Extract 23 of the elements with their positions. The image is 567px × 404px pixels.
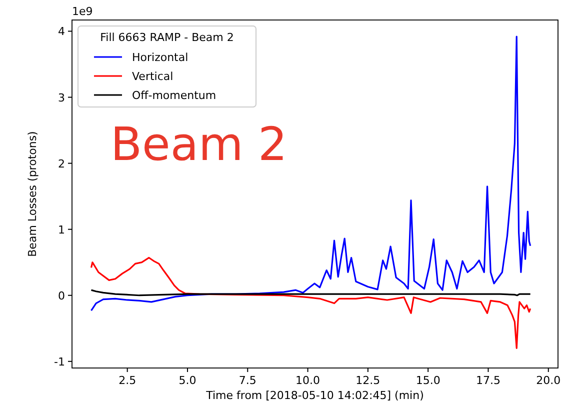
x-tick-label: 17.5	[476, 374, 500, 387]
legend-label: Horizontal	[132, 51, 188, 64]
line-series	[90, 256, 532, 349]
x-axis-title: Time from [2018-05-10 14:02:45] (min)	[205, 389, 424, 402]
x-tick-label: 15.0	[416, 374, 440, 387]
x-tick-label: 20.0	[536, 374, 561, 387]
y-tick-label: 2	[58, 157, 65, 170]
annotation: Beam 2	[110, 116, 288, 171]
legend-label: Vertical	[132, 70, 174, 83]
y-tick-label: 3	[58, 91, 65, 104]
text: 1e9	[72, 5, 93, 18]
x-tick-label: 5.0	[178, 374, 196, 387]
y-tick-label: 0	[58, 289, 65, 302]
x-tick-label: 2.5	[118, 374, 136, 387]
y-axis-title: Beam Losses (protons)	[26, 131, 39, 257]
legend-label: Off-momentum	[132, 89, 216, 102]
x-tick-label: 7.5	[238, 374, 256, 387]
x-tick-label: 12.5	[356, 374, 380, 387]
y-tick-label: 4	[58, 25, 65, 38]
y-tick-label: -1	[54, 355, 65, 368]
x-tick-label: 10.0	[296, 374, 320, 387]
y-tick-label: 1	[58, 223, 65, 236]
legend-title: Fill 6663 RAMP - Beam 2	[100, 31, 234, 44]
